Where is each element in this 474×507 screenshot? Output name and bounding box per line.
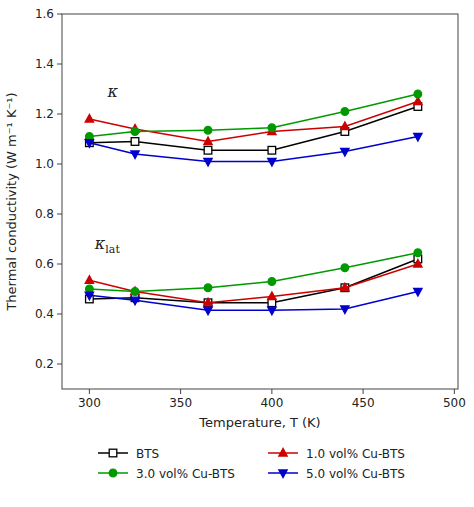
data-point (131, 128, 139, 136)
y-axis-label: Thermal conductivity (W m⁻¹ K⁻¹) (4, 92, 19, 311)
series-line (89, 292, 417, 311)
annotation: κlat (94, 234, 121, 256)
data-point (85, 140, 93, 148)
y-tick-label: 0.6 (35, 257, 54, 271)
data-point (341, 284, 349, 292)
data-point (268, 124, 276, 132)
data-point (131, 297, 139, 305)
data-point (85, 292, 93, 300)
y-tick (57, 364, 62, 365)
legend-label: 1.0 vol% Cu-BTS (306, 447, 405, 461)
legend-label: 3.0 vol% Cu-BTS (136, 467, 235, 481)
series-line (89, 94, 417, 137)
data-point (414, 90, 422, 98)
data-point (341, 122, 349, 130)
x-tick-label: 300 (78, 396, 101, 410)
data-point (341, 108, 349, 116)
legend: BTS 1.0 vol% Cu-BTS 3.0 vol% Cu-BTS 5.0 vol… (98, 447, 405, 481)
data-point (341, 148, 349, 156)
x-axis-label: Temperature, T (K) (198, 415, 320, 430)
series-line (89, 253, 417, 292)
data-point (268, 307, 276, 315)
data-point (414, 133, 422, 141)
annotation: κ (107, 82, 119, 101)
data-point (131, 151, 139, 159)
annotation-text: κ (94, 234, 106, 253)
data-point (268, 292, 276, 300)
y-tick-label: 1.4 (35, 57, 54, 71)
data-point (341, 306, 349, 314)
y-tick (57, 264, 62, 265)
data-point (414, 249, 422, 257)
data-point (268, 278, 276, 286)
series-line (89, 102, 417, 142)
data-point (204, 158, 212, 166)
legend-label: 5.0 vol% Cu-BTS (306, 467, 405, 481)
x-tick-label: 350 (169, 396, 192, 410)
series-line (89, 259, 417, 303)
legend-label: BTS (136, 447, 159, 461)
data-point (414, 288, 422, 296)
data-point (86, 139, 94, 147)
x-tick-label: 400 (260, 396, 283, 410)
y-tick-label: 1.2 (35, 107, 54, 121)
data-point (131, 138, 139, 146)
y-tick (57, 64, 62, 65)
data-point (131, 288, 139, 296)
y-tick (57, 14, 62, 15)
data-point (204, 137, 212, 145)
y-tick-label: 0.2 (35, 357, 54, 371)
y-tick-label: 0.4 (35, 307, 54, 321)
y-tick-label: 1.6 (35, 7, 54, 21)
data-group (85, 90, 422, 315)
x-tick (89, 389, 90, 394)
legend-marker (109, 449, 117, 457)
data-point (85, 114, 93, 122)
annotation-text: κ (107, 82, 119, 101)
chart: 300 350 400 450 500 0.2 0.4 0.6 0.8 1.0 1.2 1.4 1.6 T… (0, 0, 474, 507)
data-point (204, 299, 212, 307)
y-tick (57, 114, 62, 115)
legend-marker (279, 448, 287, 456)
data-point (268, 146, 276, 154)
y-tick (57, 164, 62, 165)
x-tick (271, 389, 272, 394)
x-tick-label: 500 (443, 396, 466, 410)
x-tick-label: 450 (352, 396, 375, 410)
data-point (414, 259, 422, 267)
y-tick-label: 1.0 (35, 157, 54, 171)
y-tick-label: 0.8 (35, 207, 54, 221)
data-point (341, 264, 349, 272)
x-tick (363, 389, 364, 394)
y-tick (57, 214, 62, 215)
series-line (89, 137, 417, 162)
legend-marker (109, 469, 117, 477)
data-point (204, 284, 212, 292)
legend-marker (279, 470, 287, 478)
data-point (341, 283, 349, 291)
y-tick (57, 314, 62, 315)
data-point (204, 126, 212, 134)
annotation-subscript: lat (105, 243, 120, 256)
data-point (204, 298, 212, 306)
data-point (204, 307, 212, 315)
data-point (131, 287, 139, 295)
plot-frame (62, 14, 458, 389)
data-point (85, 276, 93, 284)
x-tick (454, 389, 455, 394)
x-tick (180, 389, 181, 394)
data-point (204, 146, 212, 154)
data-point (268, 158, 276, 166)
